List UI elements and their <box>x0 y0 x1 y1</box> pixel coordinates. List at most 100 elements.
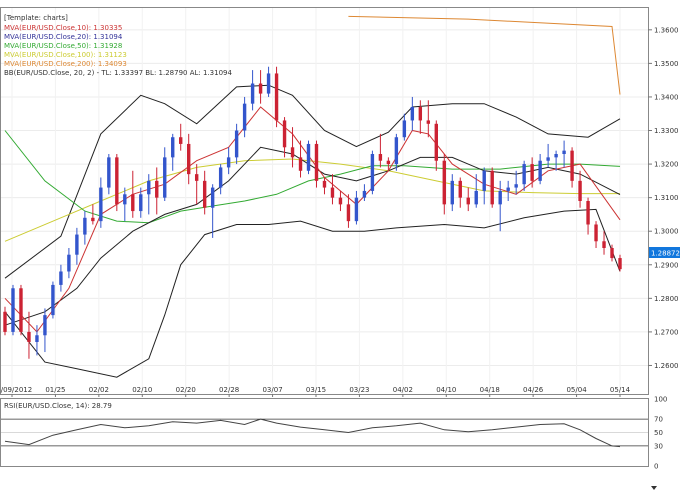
candle-body <box>99 187 103 222</box>
date-tick-label: 02/20 <box>176 386 196 394</box>
date-tick-label: 05/04 <box>566 386 587 394</box>
bb-lower-line <box>4 208 621 378</box>
candle-body <box>466 197 470 205</box>
candle-body <box>115 157 119 205</box>
date-tick-label: 02/02 <box>89 386 109 394</box>
bb-upper-line <box>4 84 621 279</box>
candle-body <box>282 120 287 148</box>
candle-body <box>171 137 175 158</box>
candle-body <box>306 143 311 171</box>
price-tick-label: 1.3300 <box>654 127 679 135</box>
candle-body <box>498 190 502 205</box>
candle-body <box>394 137 399 165</box>
bb-label: BB(EUR/USD.Close, 20, 2) - TL: 1.33397 B… <box>4 69 232 77</box>
candle-body <box>35 335 39 342</box>
price-tick-label: 1.2700 <box>654 328 679 336</box>
candle-body <box>163 157 167 198</box>
candle-body <box>250 83 255 104</box>
candle-body <box>538 160 542 181</box>
candle-body <box>490 170 494 205</box>
candle-body <box>234 130 239 158</box>
candle-body <box>378 154 383 161</box>
candle-body <box>506 187 510 191</box>
candle-body <box>610 247 614 259</box>
candle-body <box>362 190 367 198</box>
candle-body <box>434 123 438 161</box>
candle-body <box>19 288 23 332</box>
candle-body <box>274 73 279 121</box>
candle-body <box>43 315 47 336</box>
price-tick-label: 1.3000 <box>654 228 679 236</box>
candle-body <box>123 194 127 205</box>
price-tick-label: 1.3500 <box>654 60 679 68</box>
legend-ma100: MVA(EUR/USD.Close,100): 1.31123 <box>4 51 127 59</box>
candle-body <box>187 143 191 175</box>
date-tick-label: 01/09/2012 <box>0 386 32 394</box>
date-tick-label: 03/23 <box>349 386 369 394</box>
candle-body <box>426 120 431 124</box>
ma50-line <box>4 130 621 224</box>
price-tick-label: 1.2900 <box>654 261 679 269</box>
scroll-down-icon[interactable] <box>651 486 657 490</box>
candle-body <box>91 217 95 222</box>
candle-body <box>370 154 375 191</box>
price-tick-label: 1.2800 <box>654 295 679 303</box>
candle-body <box>202 180 207 208</box>
last-price-label: 1.28872 <box>651 250 680 258</box>
candle-body <box>570 150 574 181</box>
candle-body <box>3 311 7 332</box>
candle-body <box>314 143 319 181</box>
candle-body <box>242 103 247 131</box>
date-tick-label: 02/28 <box>219 386 239 394</box>
price-tick-label: 1.3100 <box>654 194 679 202</box>
candle-body <box>562 150 566 155</box>
date-tick-label: 01/25 <box>45 386 65 394</box>
candle-body <box>330 187 335 198</box>
candle-body <box>594 224 598 242</box>
candle-body <box>418 107 423 121</box>
date-tick-label: 04/26 <box>523 386 544 394</box>
rsi-tick-label: 0 <box>654 463 658 471</box>
rsi-tick-label: 100 <box>654 396 667 404</box>
price-tick-label: 1.3200 <box>654 161 679 169</box>
candle-body <box>27 331 31 342</box>
candle-body <box>578 180 582 201</box>
candle-body <box>354 197 359 222</box>
legend-ma20: MVA(EUR/USD.Close,20): 1.31094 <box>4 33 123 41</box>
candle-body <box>458 180 462 198</box>
candle-body <box>75 234 79 255</box>
candle-body <box>194 174 199 181</box>
candle-body <box>602 241 606 248</box>
price-tick-label: 1.3400 <box>654 93 679 101</box>
date-tick-label: 04/18 <box>480 386 500 394</box>
candle-body <box>338 197 343 205</box>
axes: 1.3600 1.3500 1.3400 1.3300 1.3200 1.3100 1.30… <box>0 26 679 470</box>
legend-ma50: MVA(EUR/USD.Close,50): 1.31928 <box>4 42 122 50</box>
candle-body <box>51 284 55 316</box>
candle-body <box>290 147 295 158</box>
rsi-line <box>4 418 621 448</box>
candle-body <box>554 154 558 158</box>
candle-body <box>522 164 526 185</box>
price-tick-label: 1.3600 <box>654 26 679 34</box>
candle-body <box>586 201 590 225</box>
candle-body <box>83 217 87 235</box>
candle-body <box>322 180 327 188</box>
date-tick-label: 03/15 <box>306 386 326 394</box>
candle-body <box>474 190 478 205</box>
candle-body <box>482 170 486 191</box>
candle-body <box>386 160 391 165</box>
date-tick-label: 02/10 <box>132 386 152 394</box>
candle-body <box>139 194 143 212</box>
candle-body <box>11 288 15 332</box>
ma10-line <box>4 106 621 333</box>
candle-body <box>402 120 407 138</box>
candle-body <box>618 258 622 270</box>
date-tick-label: 03/07 <box>262 386 282 394</box>
price-panel <box>0 7 649 395</box>
rsi-series <box>4 418 621 448</box>
ma200-line <box>348 15 621 95</box>
candle-body <box>107 157 111 188</box>
rsi-label: RSI(EUR/USD.Close, 14): 28.79 <box>4 402 112 410</box>
candle-body <box>266 73 271 94</box>
